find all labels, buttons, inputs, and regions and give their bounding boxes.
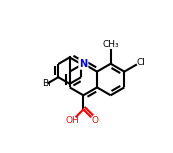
Text: CH₃: CH₃ bbox=[102, 40, 119, 49]
Text: Cl: Cl bbox=[136, 58, 145, 67]
Text: N: N bbox=[79, 59, 87, 69]
Text: OH: OH bbox=[65, 116, 79, 125]
Text: O: O bbox=[91, 116, 98, 125]
Text: Br: Br bbox=[42, 79, 52, 88]
